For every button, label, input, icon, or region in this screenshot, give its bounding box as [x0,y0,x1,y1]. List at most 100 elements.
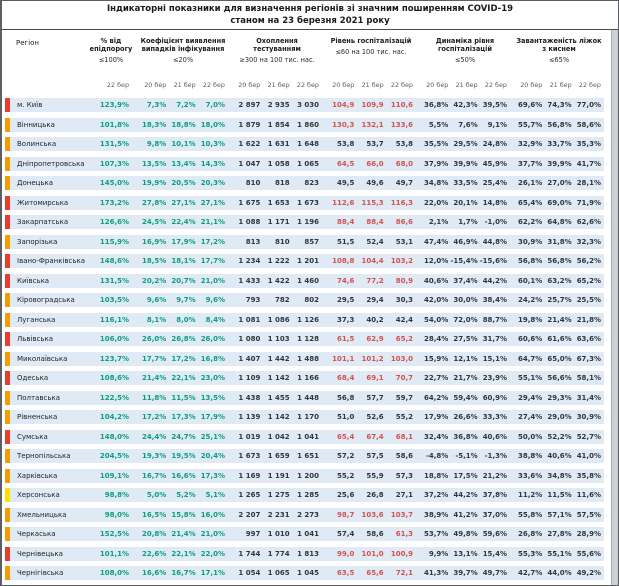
hospitalization-value-group: 49,5 49,6 49,7 [327,179,415,187]
testing-coverage-value: 1 041 [297,530,319,539]
detection-coef-value: 9,6% [205,296,225,305]
detection-coef-value-group: 16,6% 16,7% 17,1% [139,569,227,577]
dynamics-value-group: -4,8% -5,1% -1,3% [421,452,509,460]
testing-coverage-value: 1 651 [297,452,319,461]
testing-coverage-value: 1 438 [238,393,261,402]
column-title: Завантаженість ліжок з киснем [516,37,602,54]
testing-coverage-value: 1 201 [297,257,319,266]
date-label-text: 21 бер [361,81,384,90]
table-row: Дніпропетровська 107,3% 13,5% 13,4% 14,3% 1 0… [5,156,604,171]
detection-coef-value: 5,0% [146,491,167,500]
date-label-text: 21 бер [455,81,478,90]
dynamics-value-group: 5,5% 7,6% 9,1% [421,121,509,129]
testing-coverage-value: 1 128 [297,335,319,344]
oxygen-beds-value: 24,2% [518,296,543,305]
dynamics-value-group: 37,2% 44,2% 37,8% [421,491,509,499]
table-row: Житомирська 173,2% 27,8% 27,1% 27,1% 1 675 1 6… [5,195,604,210]
oxygen-beds-value-group: 55,7% 56,8% 58,6% [515,121,603,129]
detection-coef-value-group: 24,4% 24,7% 25,1% [139,433,227,441]
table-row: Київська 131,5% 20,2% 20,7% 21,0% 1 433 1 422 1… [5,273,604,288]
detection-coef-value: 21,1% [200,218,225,227]
hospitalization-value-group: 51,5 52,4 53,1 [327,238,415,246]
date-group: 20 бер 21 бер 22 бер [327,72,415,91]
oxygen-beds-value: 58,6% [576,120,601,129]
vertical-scrollbar[interactable] [611,30,618,585]
detection-coef-value: 22,4% [171,218,196,227]
oxygen-beds-value: 30,9% [576,413,601,422]
dynamics-value: 44,8% [482,237,507,246]
detection-coef-value-group: 20,8% 21,4% 21,0% [139,530,227,538]
detection-coef-value: 17,3% [200,471,225,480]
table-row: Кіровоградська 103,5% 9,6% 9,7% 9,6% 793 782 80… [5,293,604,308]
pct-epid-value: 109,1% [99,471,129,480]
date-label-text: 22 бер [484,81,507,90]
pct-epid-value: 122,5% [99,393,129,402]
hospitalization-value-group: 99,0 101,0 100,9 [327,550,415,558]
dynamics-value: -15,6% [479,257,507,266]
detection-coef-value-group: 19,3% 19,5% 20,4% [139,452,227,460]
detection-coef-value-group: 17,2% 17,3% 17,9% [139,413,227,421]
pct-epid-value: 204,5% [99,452,129,461]
dynamics-value: 32,4% [424,432,449,441]
hospitalization-value: 98,7 [337,510,355,519]
region-status-marker [5,468,10,483]
hospitalization-value: 63,5 [337,569,355,578]
dynamics-value: 41,3% [424,569,449,578]
dynamics-value: 21,2% [482,471,507,480]
detection-coef-value: 21,0% [200,530,225,539]
dynamics-value: 39,9% [453,159,478,168]
dynamics-value-group: 18,8% 17,5% 21,2% [421,472,509,480]
testing-coverage-value: 1 086 [267,315,290,324]
oxygen-beds-value: 35,8% [576,471,601,480]
oxygen-beds-value: 57,1% [547,510,572,519]
detection-coef-value: 10,1% [171,140,196,149]
region-status-marker [5,371,10,386]
column-header-hospitalization-dynamics: Динаміка рівня госпіталізацій ≤50% [421,37,509,64]
column-title: Рівень госпіталізацій [330,37,412,45]
testing-coverage-value: 1 065 [267,569,290,578]
hospitalization-value: 99,0 [337,549,355,558]
hospitalization-value: 110,6 [390,101,413,110]
detection-coef-value: 8,0% [176,315,196,324]
hospitalization-value: 57,5 [366,452,384,461]
detection-coef-value: 17,3% [171,413,196,422]
testing-coverage-value: 1 142 [267,413,290,422]
detection-coef-value: 24,5% [142,218,167,227]
table-row: Луганська 116,1% 8,1% 8,0% 8,4% 1 081 1 086 1 1… [5,312,604,327]
region-name: Волинська [17,140,57,149]
hospitalization-value: 112,6 [332,198,355,207]
date-region-spacer [5,72,89,91]
oxygen-beds-value-group: 42,7% 44,0% 49,2% [515,569,603,577]
column-header-region: Регіон [16,39,40,47]
region-name: Львівська [17,335,54,344]
testing-coverage-value: 1 010 [267,530,290,539]
detection-coef-value: 26,0% [200,335,225,344]
oxygen-beds-value-group: 50,0% 52,2% 52,7% [515,433,603,441]
testing-coverage-value: 2 935 [267,101,290,110]
detection-coef-value: 9,8% [146,140,167,149]
date-label: 21 бер [356,72,385,91]
pct-epid-value: 116,1% [99,315,129,324]
testing-coverage-value: 1 222 [267,257,290,266]
testing-coverage-value: 818 [275,179,290,188]
hospitalization-value: 30,3 [395,296,413,305]
pct-epid-value: 108,0% [99,569,129,578]
detection-coef-value: 27,1% [200,198,225,207]
testing-coverage-value-group: 1 169 1 191 1 200 [233,472,321,480]
hospitalization-value-group: 37,3 40,2 42,4 [327,316,415,324]
date-label: 20 бер [515,72,544,91]
dynamics-value: 33,3% [482,413,507,422]
pct-epid-value: 98,0% [104,510,129,519]
detection-coef-value: 16,7% [142,471,167,480]
hospitalization-value: 29,4 [366,296,384,305]
detection-coef-value-group: 16,7% 16,6% 17,3% [139,472,227,480]
oxygen-beds-value: 28,1% [576,179,601,188]
date-label: 21 бер [262,72,291,91]
oxygen-beds-value: 61,6% [547,335,572,344]
date-group: 20 бер 21 бер 22 бер [421,72,509,91]
hospitalization-value: 57,4 [337,530,355,539]
detection-coef-value: 25,1% [200,432,225,441]
table-row: Волинська 131,5% 9,8% 10,1% 10,3% 1 622 1 631 1… [5,137,604,152]
oxygen-beds-value: 57,5% [576,510,601,519]
detection-coef-value-group: 16,9% 17,9% 17,2% [139,238,227,246]
